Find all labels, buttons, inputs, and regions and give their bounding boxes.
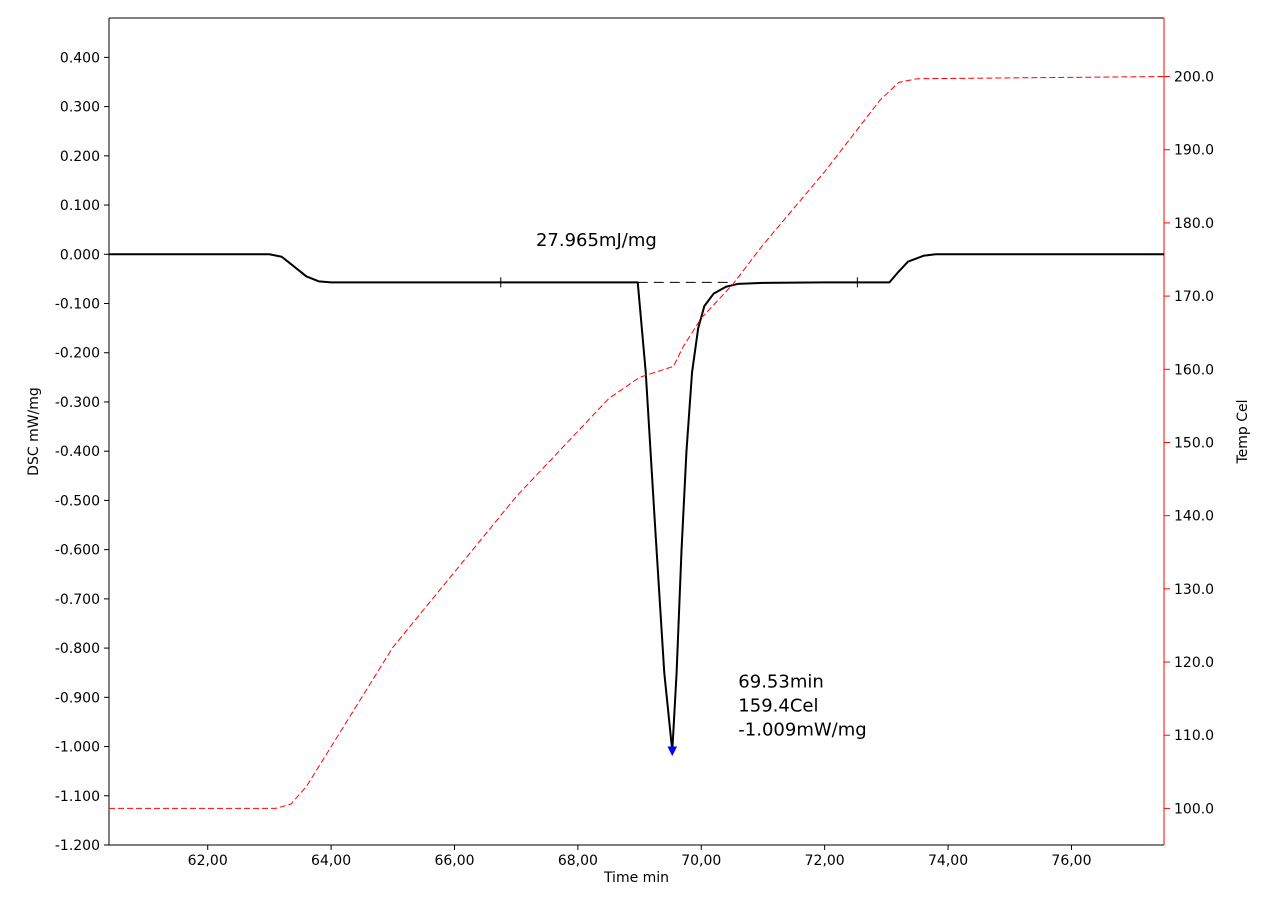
annotation-layer: 27.965mJ/mg 69.53min 159.4Cel -1.009mW/m… [536, 230, 867, 741]
y2-tick-label: 110.0 [1174, 728, 1214, 744]
y-tick-label: -0.200 [55, 346, 100, 362]
peak-marker [667, 746, 678, 757]
x-axis-title: Time min [603, 870, 669, 886]
y-tick-label: 0.200 [60, 149, 100, 165]
x-tick-label: 74,00 [928, 853, 968, 869]
x-tick-label: 66,00 [434, 853, 474, 869]
y2-tick-label: 120.0 [1174, 655, 1214, 671]
x-tick-label: 62,00 [188, 853, 228, 869]
y2-tick-label: 180.0 [1174, 216, 1214, 232]
peak-time-annotation: 69.53min [738, 671, 823, 692]
peak-temp-annotation: 159.4Cel [738, 695, 818, 716]
x-tick-label: 72,00 [805, 853, 845, 869]
axes-layer: 62,00 64,00 66,00 68,00 70,00 72,00 74,00 76,00… [55, 17, 1214, 869]
area-annotation: 27.965mJ/mg [536, 230, 657, 251]
y-tick-label: -1.100 [55, 789, 100, 805]
y2-tick-label: 140.0 [1174, 509, 1214, 525]
x-tick-label: 68,00 [558, 853, 598, 869]
x-tick-label: 70,00 [681, 853, 721, 869]
y-tick-label: -0.500 [55, 493, 100, 509]
y-tick-label: -1.000 [55, 740, 100, 756]
x-tick-label: 76,00 [1051, 853, 1091, 869]
temperature-series-line [109, 76, 1165, 809]
y2-tick-label: 100.0 [1174, 801, 1214, 817]
y2-tick-label: 150.0 [1174, 435, 1214, 451]
y-tick-label: 0.400 [60, 50, 100, 66]
y-tick-label: -0.100 [55, 297, 100, 313]
y-tick-label: -0.300 [55, 395, 100, 411]
y-tick-label: -0.900 [55, 690, 100, 706]
y-tick-label: 0.300 [60, 100, 100, 116]
y-tick-label: -1.200 [55, 838, 100, 854]
series-layer [109, 76, 1165, 809]
y-tick-label: -0.400 [55, 444, 100, 460]
y2-tick-label: 170.0 [1174, 289, 1214, 305]
y-tick-label: -0.600 [55, 543, 100, 559]
y2-tick-label: 190.0 [1174, 143, 1214, 159]
peak-dsc-annotation: -1.009mW/mg [738, 719, 866, 740]
y-axis-title: DSC mW/mg [26, 387, 42, 476]
y2-tick-label: 160.0 [1174, 362, 1214, 378]
y-tick-label: -0.700 [55, 592, 100, 608]
y2-axis-title: Temp Cel [1235, 399, 1251, 464]
dsc-series-line [109, 253, 1164, 752]
y-tick-label: 0.100 [60, 198, 100, 214]
y-tick-label: 0.000 [60, 247, 100, 263]
x-tick-label: 64,00 [311, 853, 351, 869]
y2-tick-label: 130.0 [1174, 582, 1214, 598]
y2-tick-label: 200.0 [1174, 70, 1214, 86]
y-tick-label: -0.800 [55, 641, 100, 657]
